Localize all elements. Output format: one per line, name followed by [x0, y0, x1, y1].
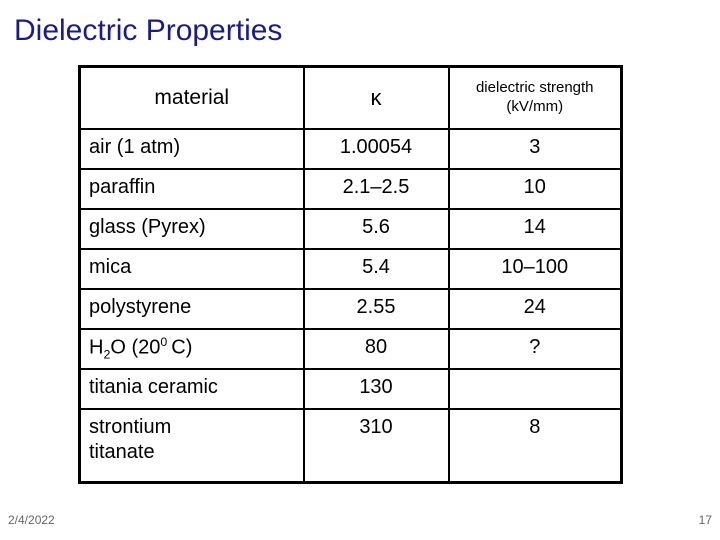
material-cell: strontium titanate [78, 407, 305, 484]
strength-cell: 10–100 [447, 247, 623, 290]
table-row: air (1 atm) 1.00054 3 [78, 127, 623, 170]
strength-cell: 3 [447, 127, 623, 170]
table-row: H2O (200 C) 80? [78, 327, 623, 370]
slide-page-number: 17 [698, 513, 712, 527]
strength-cell: 14 [447, 207, 623, 250]
kappa-cell: 5.4 [302, 247, 450, 290]
strength-cell: 24 [447, 287, 623, 330]
table-row: paraffin 2.1–2.5 10 [78, 167, 623, 210]
material-cell: paraffin [78, 167, 305, 210]
table-row: mica 5.4 10–100 [78, 247, 623, 290]
material-cell: polystyrene [78, 287, 305, 330]
strength-cell: ? [447, 327, 623, 370]
material-cell: glass (Pyrex) [78, 207, 305, 250]
page-title: Dielectric Properties [14, 14, 283, 47]
header-strength-line2: (kV/mm) [506, 97, 564, 115]
strength-cell: 10 [447, 167, 623, 210]
header-kappa: κ [302, 65, 450, 130]
header-dielectric-strength: dielectric strength (kV/mm) [447, 65, 623, 130]
kappa-cell: 310 [302, 407, 450, 484]
kappa-cell: 130 [302, 367, 450, 410]
slide-date: 2/4/2022 [8, 513, 55, 527]
kappa-cell: 80 [302, 327, 450, 370]
table-body: air (1 atm) 1.00054 3 paraffin 2.1–2.5 10 glas… [78, 127, 623, 484]
kappa-cell: 2.1–2.5 [302, 167, 450, 210]
strength-cell: 8 [447, 407, 623, 484]
material-cell: mica [78, 247, 305, 290]
dielectric-properties-table: material κ dielectric strength (kV/mm) a… [78, 65, 623, 484]
header-strength-line1: dielectric strength [475, 79, 594, 96]
material-cell: air (1 atm) [78, 127, 305, 170]
material-cell: H2O (200 C) [78, 327, 305, 370]
material-cell: titania ceramic [78, 367, 305, 410]
table-row: glass (Pyrex) 5.6 14 [78, 207, 623, 250]
kappa-cell: 1.00054 [302, 127, 450, 170]
table-row: polystyrene 2.55 24 [78, 287, 623, 330]
strength-cell [447, 367, 623, 410]
kappa-cell: 5.6 [302, 207, 450, 250]
kappa-cell: 2.55 [302, 287, 450, 330]
table-row: strontium titanate 310 8 [78, 407, 623, 484]
table-row: titania ceramic 130 [78, 367, 623, 410]
header-material: material [78, 65, 305, 130]
header-row: material κ dielectric strength (kV/mm) [78, 65, 623, 130]
